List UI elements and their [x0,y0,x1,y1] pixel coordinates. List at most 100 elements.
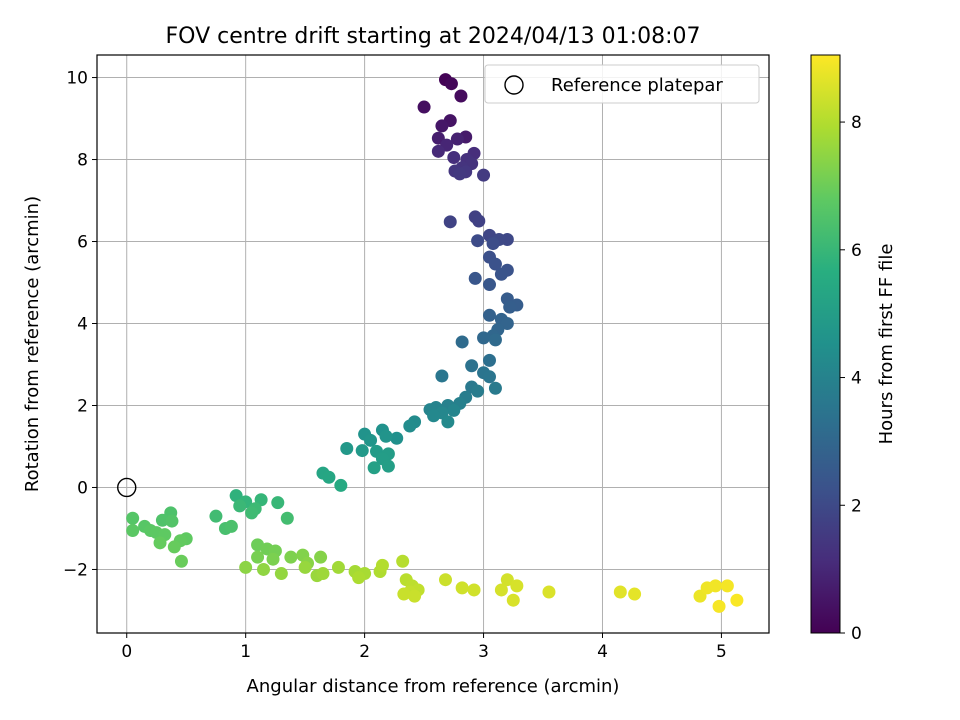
data-point [334,478,348,492]
colorbar-tick-label: 8 [851,113,862,133]
x-tick-label: 5 [716,642,727,662]
y-tick-label: −2 [63,560,88,580]
data-point [274,567,288,581]
data-point [467,583,481,597]
data-point [471,384,485,398]
data-point [322,470,336,484]
data-point [503,300,517,314]
data-point [224,519,238,533]
reference-platepar-marker [117,477,137,498]
data-point [331,560,345,574]
data-point [628,587,642,601]
data-point [251,550,265,564]
data-point [720,579,734,593]
data-point [506,593,520,607]
data-point [708,579,722,593]
y-axis-label: Rotation from reference (arcmin) [22,196,43,492]
data-point [340,442,354,456]
data-point [471,234,485,248]
x-tick-label: 0 [121,642,132,662]
data-point [209,509,223,523]
data-point [438,573,452,587]
data-point [435,119,449,133]
plot-frame [96,54,770,634]
colorbar-ticks: 0 2 4 6 8 [840,113,862,644]
y-tick-label: 10 [66,69,88,89]
data-point [355,444,369,458]
data-point [155,513,169,527]
colorbar-tick-label: 0 [851,624,862,644]
data-point [613,585,627,599]
colorbar: 0 2 4 6 8 Hours from first FF file [810,54,897,644]
x-tick-label: 4 [597,642,608,662]
data-point [245,506,259,520]
data-point [488,333,502,347]
data-point [352,571,366,585]
data-point [174,554,188,568]
data-point [167,540,181,554]
data-point [153,536,167,550]
data-point [730,593,744,607]
data-point [455,581,469,595]
data-point [441,415,455,429]
data-point [266,552,280,566]
data-point [468,271,482,285]
data-point [712,599,726,613]
data-point [488,381,502,395]
data-point [465,359,479,373]
data-point [257,562,271,576]
data-point [453,167,467,181]
colorbar-tick-label: 4 [851,369,862,389]
x-tick-label: 3 [478,642,489,662]
data-point [443,215,457,229]
data-point [284,550,298,564]
data-point [280,511,294,525]
data-point [381,459,395,473]
y-tick-label: 8 [77,151,88,171]
x-tick-label: 1 [240,642,251,662]
colorbar-gradient [810,54,841,634]
data-point [229,489,243,503]
data-point [447,403,461,417]
data-point [233,499,247,513]
data-point [271,496,285,510]
data-point [472,214,486,228]
y-tick-label: 6 [77,233,88,253]
data-point [427,409,441,423]
data-point [494,583,508,597]
data-point [454,89,468,103]
data-point [403,419,417,433]
x-tick-label: 2 [359,642,370,662]
data-point [444,77,458,91]
data-point [431,144,445,158]
colorbar-label: Hours from first FF file [876,244,897,445]
data-point [408,589,422,603]
data-point [417,100,431,114]
data-point [482,308,496,322]
data-point [488,257,502,271]
data-point [379,429,393,443]
data-point [500,317,514,331]
data-point [477,331,491,345]
x-axis-ticks: 0 1 2 3 4 5 [121,633,727,662]
data-point [477,168,491,182]
data-points [126,73,744,613]
data-point [447,150,461,164]
data-point [239,560,253,574]
data-point [396,554,410,568]
data-point [314,550,328,564]
legend-marker-icon [504,75,524,95]
data-point [500,573,514,587]
data-point [298,560,312,574]
data-point [165,514,179,528]
data-point [390,431,404,445]
data-point [542,585,556,599]
data-point [482,370,496,384]
x-axis-label: Angular distance from reference (arcmin) [247,676,620,697]
data-point [482,278,496,292]
data-point [455,335,469,349]
data-point [316,567,330,581]
data-point [367,461,381,475]
data-point [450,132,464,146]
